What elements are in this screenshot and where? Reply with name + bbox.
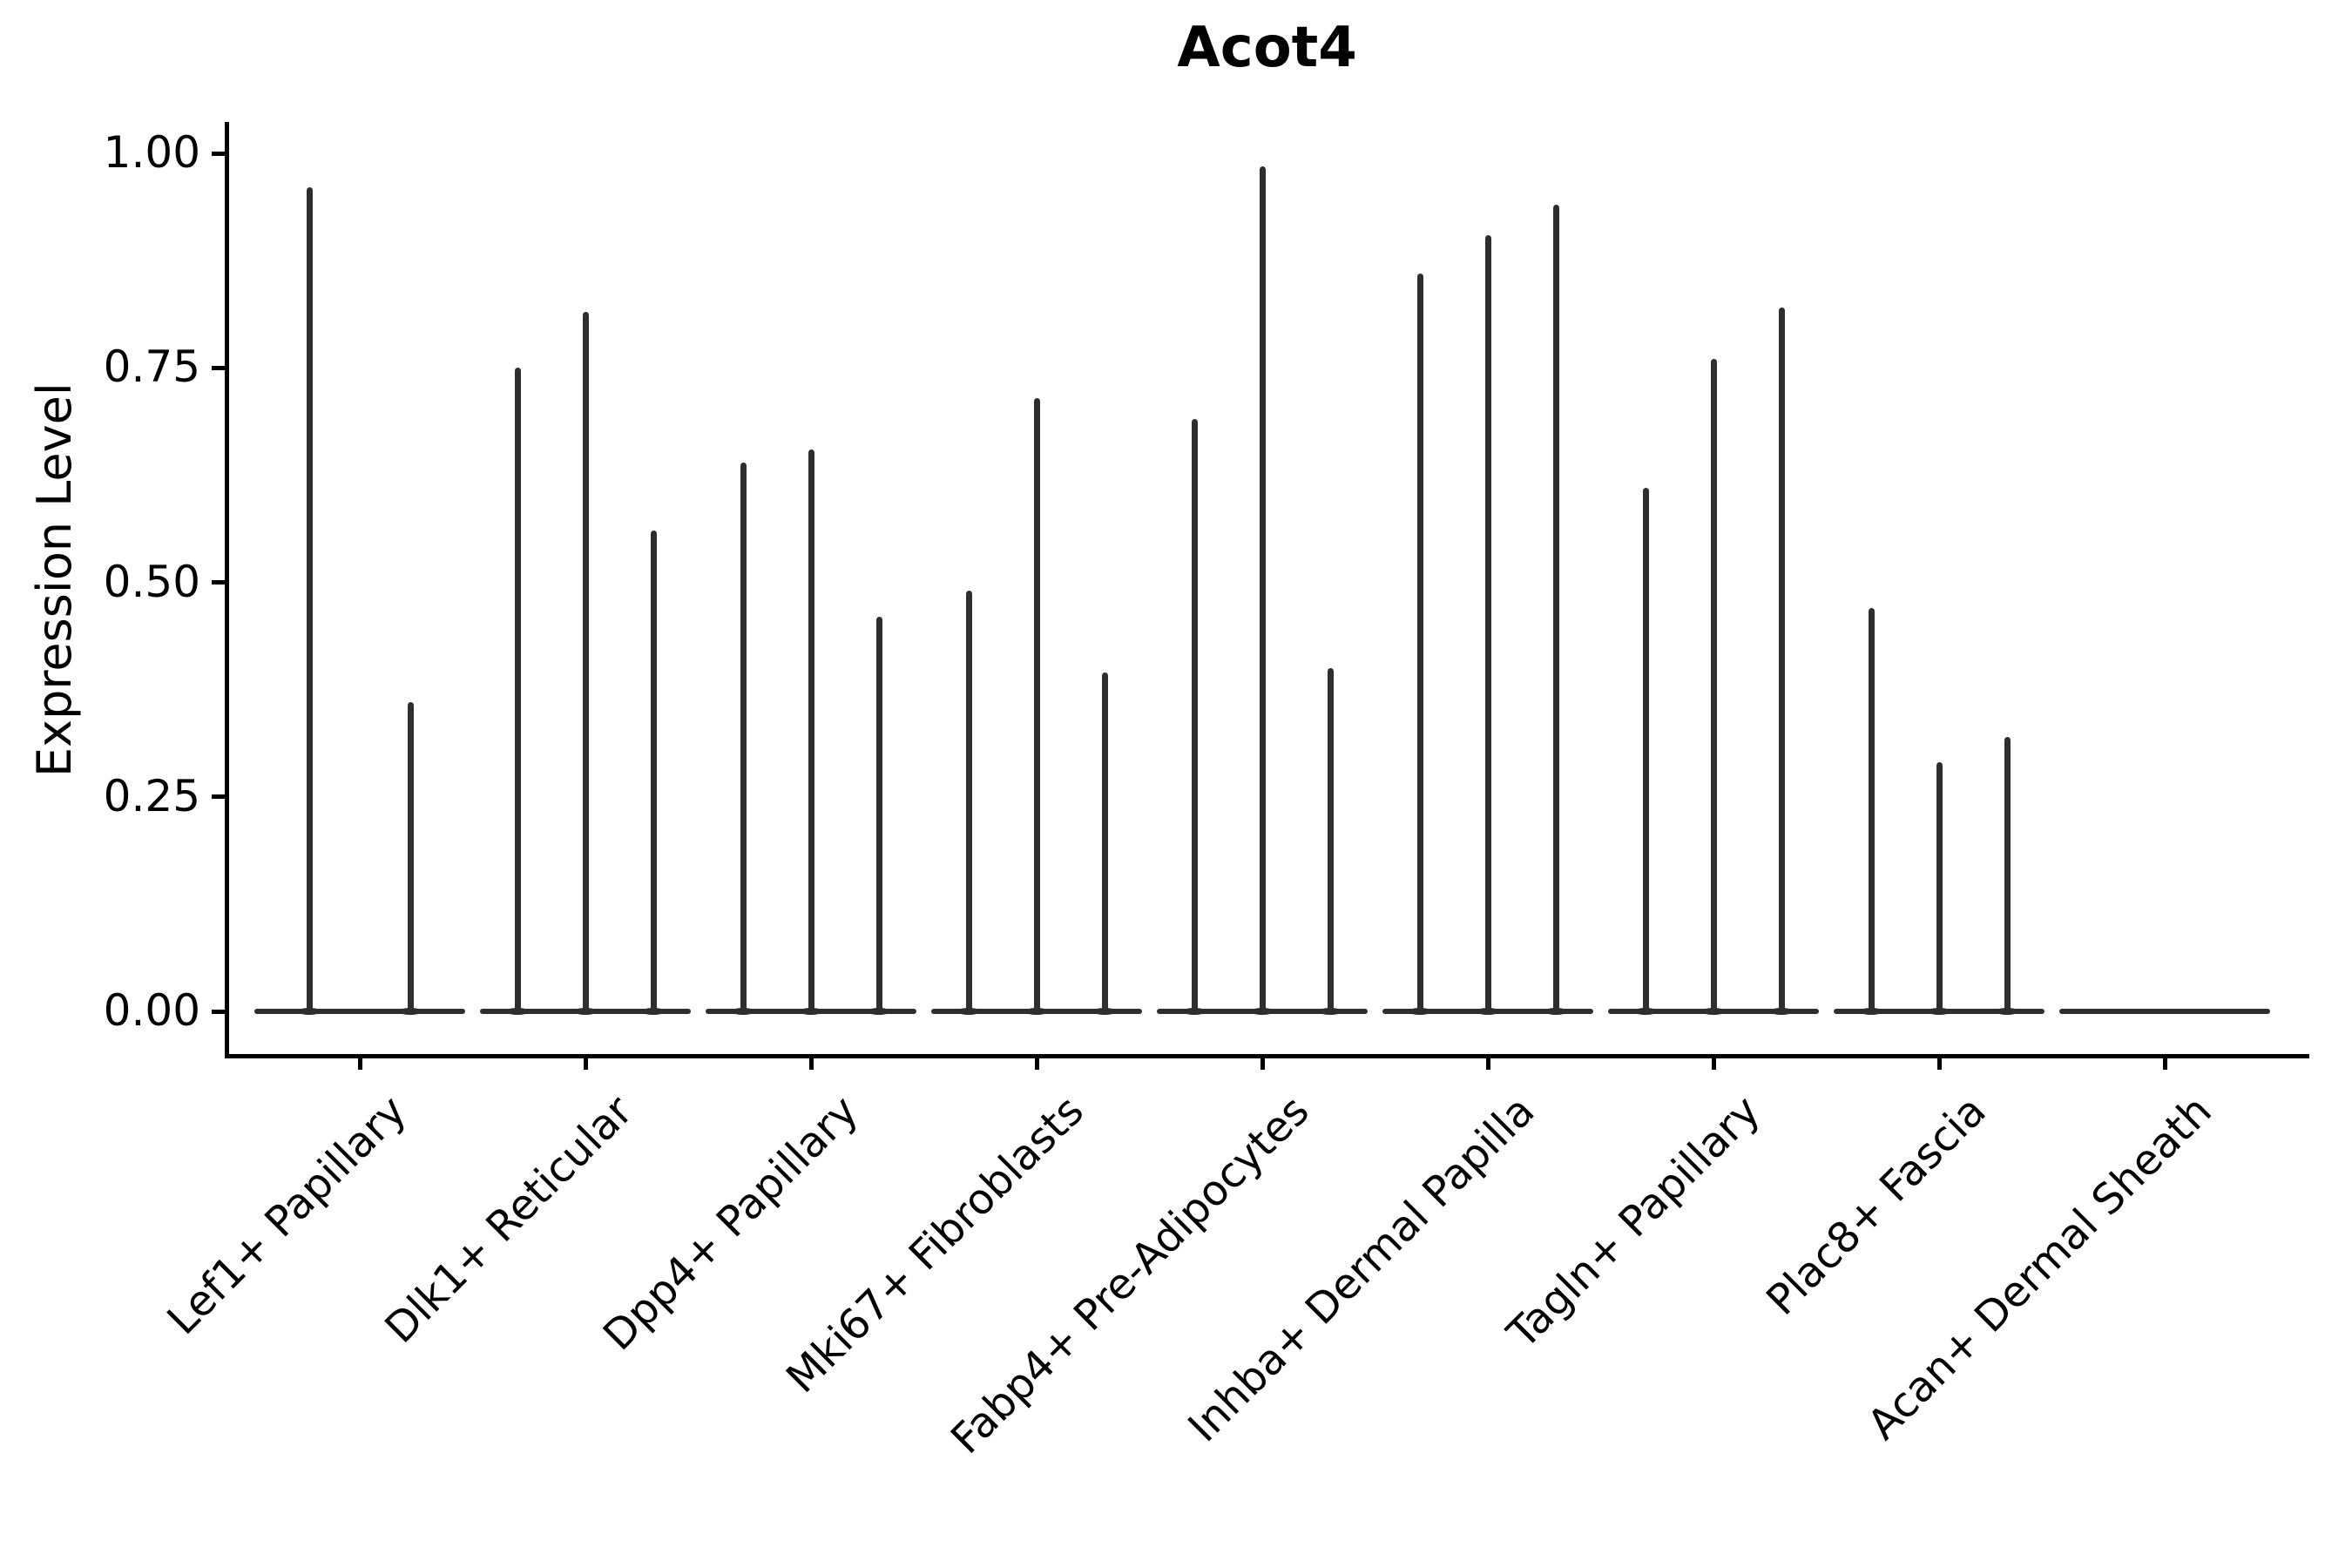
y-axis-line — [225, 122, 229, 1058]
violin-base-flare — [1251, 1008, 1274, 1015]
violin-spike — [1552, 205, 1559, 1013]
x-tick-mark — [808, 1056, 814, 1070]
violin-base-flare — [1025, 1008, 1048, 1015]
x-tick-label: Lef1+ Papillary — [158, 1086, 416, 1345]
violin-spike — [1101, 672, 1108, 1013]
x-tick-mark — [583, 1056, 588, 1070]
violin-base-flare — [868, 1008, 890, 1015]
x-axis-line — [225, 1054, 2309, 1058]
violin-spike — [1259, 166, 1266, 1013]
violin-base-flare — [957, 1008, 980, 1015]
violin-base-flare — [1477, 1008, 1499, 1015]
violin-spike — [1327, 668, 1334, 1013]
violin-baseline — [254, 1009, 465, 1014]
violin-base-flare — [732, 1008, 754, 1015]
x-tick-mark — [1485, 1056, 1490, 1070]
violin-base-flare — [574, 1008, 597, 1015]
y-tick-label: 0.25 — [103, 770, 200, 821]
violin-base-flare — [1183, 1008, 1206, 1015]
violin-spike — [514, 368, 521, 1013]
violin-base-flare — [1860, 1008, 1882, 1015]
violin-spike — [2004, 736, 2011, 1013]
violin-spike — [1033, 397, 1040, 1013]
y-tick-mark — [212, 580, 225, 585]
violin-spike — [1936, 762, 1943, 1013]
x-tick-label: Dlk1+ Reticular — [375, 1086, 642, 1353]
violin-spike — [1642, 488, 1649, 1013]
y-tick-mark — [212, 1009, 225, 1014]
y-tick-mark — [212, 151, 225, 156]
y-tick-mark — [212, 365, 225, 370]
violin-spike — [875, 616, 882, 1013]
violin-base-flare — [1928, 1008, 1950, 1015]
violin-base-flare — [1770, 1008, 1793, 1015]
violin-base-flare — [1319, 1008, 1342, 1015]
violin-spike — [1710, 359, 1717, 1013]
x-tick-mark — [1711, 1056, 1716, 1070]
violin-baseline — [2059, 1009, 2270, 1014]
violin-base-flare — [1996, 1008, 2018, 1015]
x-tick-mark — [357, 1056, 362, 1070]
y-tick-label: 1.00 — [103, 127, 200, 178]
violin-base-flare — [506, 1008, 529, 1015]
violin-spike — [1868, 608, 1875, 1013]
x-tick-mark — [1034, 1056, 1039, 1070]
violin-spike — [1778, 308, 1785, 1013]
violin-spike — [407, 702, 414, 1013]
x-tick-label: Plac8+ Fascia — [1757, 1086, 1996, 1325]
violin-spike — [1191, 419, 1198, 1013]
violin-spike — [965, 591, 972, 1013]
x-tick-mark — [2162, 1056, 2167, 1070]
violin-spike — [582, 312, 589, 1013]
y-tick-mark — [212, 794, 225, 800]
violin-base-flare — [642, 1008, 665, 1015]
violin-base-flare — [1409, 1008, 1431, 1015]
violin-spike — [808, 449, 814, 1013]
x-tick-mark — [1260, 1056, 1265, 1070]
violin-base-flare — [1702, 1008, 1725, 1015]
violin-base-flare — [399, 1008, 422, 1015]
violin-base-flare — [800, 1008, 822, 1015]
x-tick-label: Tagln+ Papillary — [1498, 1086, 1770, 1358]
y-tick-label: 0.50 — [103, 556, 200, 607]
x-tick-label: Dpp4+ Papillary — [593, 1086, 868, 1361]
y-tick-label: 0.75 — [103, 341, 200, 393]
x-tick-mark — [1936, 1056, 1942, 1070]
violin-base-flare — [1634, 1008, 1657, 1015]
chart-title: Acot4 — [1177, 16, 1357, 80]
violin-base-flare — [1093, 1008, 1116, 1015]
violin-base-flare — [298, 1008, 321, 1015]
violin-spike — [650, 531, 657, 1013]
violin-base-flare — [1544, 1008, 1567, 1015]
violin-spike — [1484, 234, 1491, 1013]
violin-spike — [740, 462, 747, 1013]
violin-spike — [306, 187, 313, 1013]
y-tick-label: 0.00 — [103, 985, 200, 1036]
violin-spike — [1416, 273, 1423, 1013]
